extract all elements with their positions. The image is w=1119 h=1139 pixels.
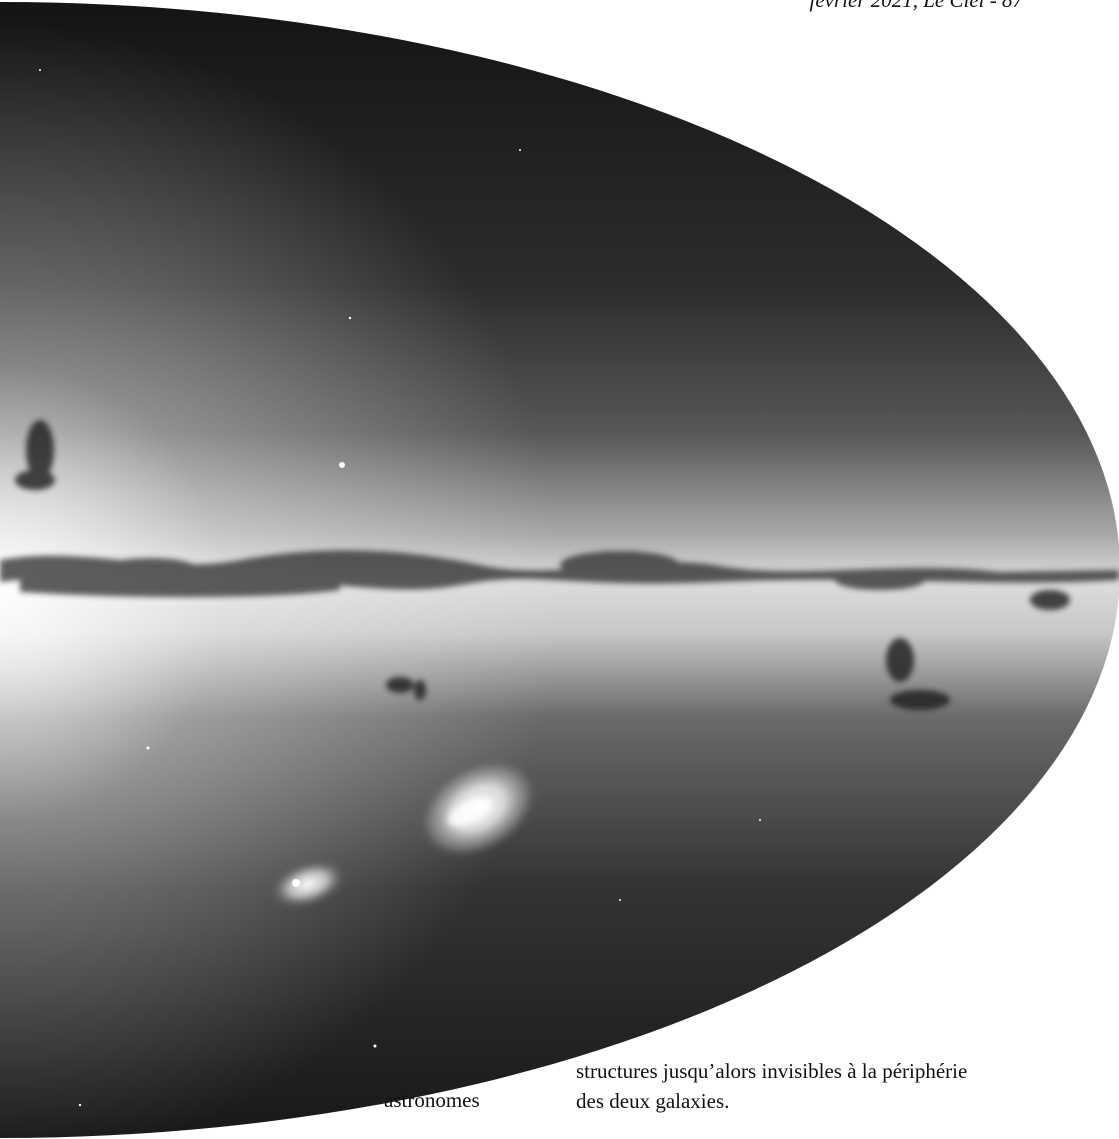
body-text: structures jusqu’alors invisibles à la p… bbox=[576, 1056, 967, 1116]
page-header: février 2021, Le Ciel - 87 bbox=[809, 0, 1023, 12]
text-fragment: astronomes bbox=[384, 1088, 480, 1112]
body-text-line: des deux galaxies. bbox=[576, 1089, 730, 1113]
body-text-line: structures jusqu’alors invisibles à la p… bbox=[576, 1059, 968, 1083]
